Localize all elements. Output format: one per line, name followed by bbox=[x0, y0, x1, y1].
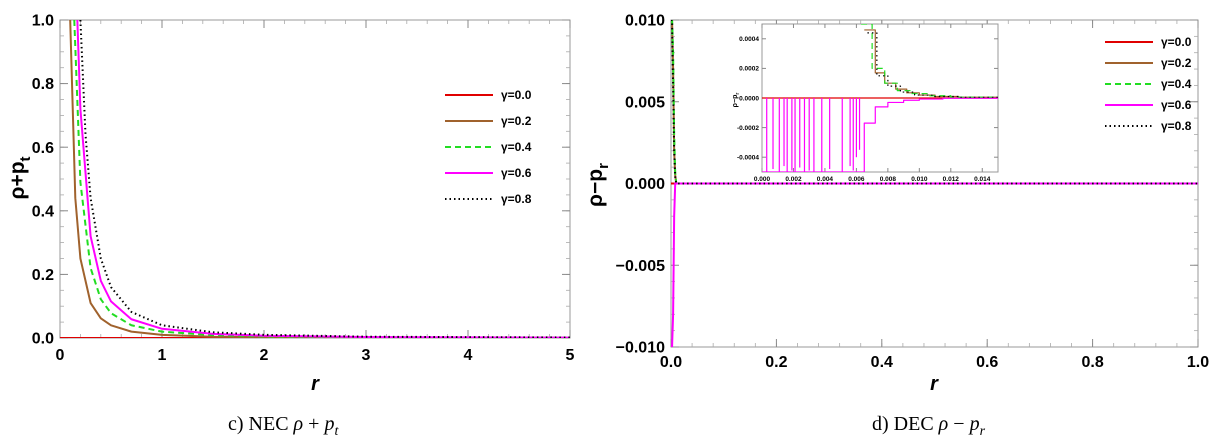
caption-right-rho: ρ bbox=[938, 413, 949, 435]
y-axis-label-sub: r bbox=[735, 93, 741, 95]
caption-right-p: p bbox=[969, 413, 980, 435]
plot-frame bbox=[59, 19, 571, 339]
x-tick-label: 0.012 bbox=[943, 176, 960, 183]
y-tick-label: -0.0004 bbox=[737, 154, 759, 161]
y-axis-label-sub: t bbox=[17, 156, 34, 161]
caption-right-sub: r bbox=[979, 424, 986, 439]
caption-left-rho: ρ bbox=[293, 413, 304, 435]
y-axis-label-sub: r bbox=[595, 163, 612, 169]
y-tick-label: 0.0000 bbox=[739, 95, 759, 102]
series-line bbox=[671, 182, 1198, 347]
legend-label: γ=0.4 bbox=[501, 140, 532, 154]
y-tick-label: 1.0 bbox=[32, 13, 54, 30]
inset-step-line bbox=[867, 32, 998, 99]
x-tick-label: 1 bbox=[158, 347, 167, 364]
legend-label: γ=0.4 bbox=[1161, 77, 1192, 91]
y-tick-label: 0.0004 bbox=[739, 36, 759, 43]
x-tick-label: 0.014 bbox=[974, 176, 991, 183]
x-tick-label: 0.6 bbox=[976, 354, 998, 371]
x-tick-label: 0.4 bbox=[871, 354, 893, 371]
y-tick-label: 0.6 bbox=[32, 140, 54, 157]
x-tick-label: 0 bbox=[56, 347, 65, 364]
inset-step-line bbox=[762, 97, 998, 172]
chart-nec: 0 1 2 3 4 5 0.0 0.2 0.4 0.6 0.8 1.0 γ=0.0 γ=0.2 γ=0.4 γ… bbox=[6, 13, 575, 395]
x-axis-label: r bbox=[930, 373, 939, 395]
legend-label: γ=0.0 bbox=[501, 88, 532, 102]
inset-series-group bbox=[762, 24, 998, 172]
series-line bbox=[73, 20, 570, 338]
series-line bbox=[69, 20, 570, 338]
legend-label: γ=0.2 bbox=[1161, 56, 1192, 70]
y-tick-label: −0.005 bbox=[616, 258, 665, 275]
x-tick-label: 1.0 bbox=[1187, 354, 1209, 371]
legend-label: γ=0.6 bbox=[1161, 98, 1192, 112]
x-tick-label: 0.010 bbox=[911, 176, 928, 183]
y-tick-label: 0.4 bbox=[32, 203, 54, 220]
caption-left-p: p bbox=[324, 413, 335, 435]
x-tick-label: 0.2 bbox=[765, 354, 787, 371]
x-tick-label: 4 bbox=[464, 347, 473, 364]
y-tick-label: −0.010 bbox=[616, 340, 665, 357]
x-tick-label: 0.006 bbox=[848, 176, 865, 183]
series-line bbox=[76, 20, 570, 338]
y-tick-label: 0.0002 bbox=[739, 66, 759, 73]
caption-left-prefix: c) NEC bbox=[228, 413, 289, 435]
inset-chart: 0.000 0.002 0.004 0.006 0.008 0.010 0.012 0.014… bbox=[732, 23, 999, 183]
y-tick-label: 0.8 bbox=[32, 76, 54, 93]
caption-right: d) DEC ρ − pr bbox=[872, 413, 985, 440]
caption-left-op: + bbox=[308, 413, 320, 435]
y-axis-label: ρ−pr bbox=[732, 93, 741, 108]
y-tick-label: 0.0 bbox=[32, 331, 54, 348]
y-tick-label: 0.000 bbox=[625, 176, 665, 193]
y-axis-label: ρ+pt bbox=[6, 156, 34, 199]
x-tick-label: 5 bbox=[566, 347, 575, 364]
y-tick-label: 0.005 bbox=[625, 94, 665, 111]
series-line bbox=[79, 20, 570, 338]
x-tick-label: 0.0 bbox=[660, 354, 682, 371]
series-line bbox=[671, 20, 1198, 185]
x-tick-label: 0.8 bbox=[1081, 354, 1103, 371]
caption-left: c) NEC ρ + pt bbox=[228, 413, 338, 440]
legend-label: γ=0.8 bbox=[1161, 119, 1192, 133]
caption-right-prefix: d) DEC bbox=[872, 413, 934, 435]
chart-dec: 0.0 0.2 0.4 0.6 0.8 1.0 −0.010 −0.005 0.000 0.005… bbox=[584, 13, 1209, 395]
y-tick-label: -0.0002 bbox=[737, 125, 759, 132]
legend-label: γ=0.8 bbox=[501, 192, 532, 206]
y-tick-label: 0.010 bbox=[625, 13, 665, 30]
legend-label: γ=0.0 bbox=[1161, 35, 1192, 49]
y-tick-label: 0.2 bbox=[32, 267, 54, 284]
caption-left-sub: t bbox=[334, 424, 339, 439]
caption-right-op: − bbox=[953, 413, 965, 435]
series-group bbox=[671, 20, 1198, 347]
x-tick-label: 0.008 bbox=[880, 176, 897, 183]
x-axis-label: r bbox=[311, 373, 320, 395]
legend-label: γ=0.2 bbox=[501, 114, 532, 128]
series-group bbox=[60, 20, 570, 338]
y-axis-label: ρ−pr bbox=[584, 163, 612, 207]
x-tick-label: 0.000 bbox=[754, 176, 771, 183]
x-tick-label: 0.004 bbox=[817, 176, 834, 183]
x-tick-label: 0.002 bbox=[785, 176, 802, 183]
x-tick-label: 2 bbox=[260, 347, 269, 364]
legend-label: γ=0.6 bbox=[501, 166, 532, 180]
x-tick-label: 3 bbox=[362, 347, 371, 364]
